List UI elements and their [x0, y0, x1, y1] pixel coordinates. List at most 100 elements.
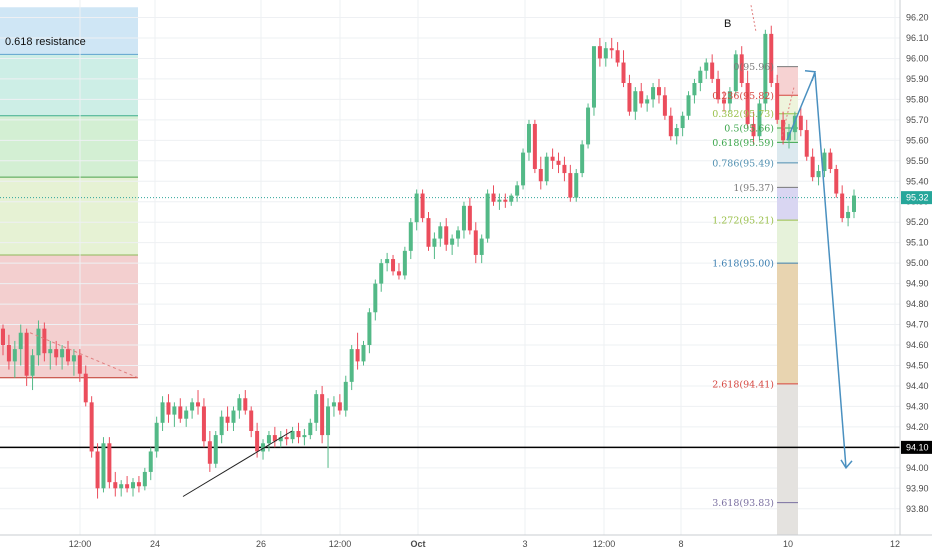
candle-body	[343, 381, 348, 411]
candle-body	[77, 355, 82, 374]
candle-body	[201, 406, 206, 442]
candle-body	[107, 443, 112, 483]
fib-zone	[777, 383, 798, 503]
time-tick-label: 12	[890, 539, 900, 549]
candle-body	[320, 394, 325, 436]
price-axis[interactable]: 96.20 96.10 96.00 95.90 95.80 95.70 95.60 95.50…	[899, 0, 932, 550]
candle-body	[733, 54, 738, 92]
grid	[0, 0, 900, 535]
candle-body	[591, 46, 596, 108]
candle-body	[331, 402, 336, 407]
price-tick-label: 96.10	[906, 33, 929, 43]
price-tick-label: 95.90	[906, 74, 929, 84]
candle-body	[83, 373, 88, 403]
price-tick-label: 94.60	[906, 340, 929, 350]
candle-body	[467, 205, 472, 231]
arrow-head-down	[840, 459, 853, 470]
fib-level-label: 1.272(95.21)	[712, 216, 774, 227]
candle-body	[237, 398, 242, 411]
candle-body	[574, 173, 579, 198]
time-tick-label: 24	[150, 539, 160, 549]
candle-body	[408, 222, 413, 251]
candle-body	[426, 218, 431, 247]
candle-body	[36, 328, 41, 356]
time-tick-label: 12:00	[69, 539, 92, 549]
candle-body	[633, 91, 638, 112]
candle-body	[609, 48, 614, 51]
fib-labels: 0(95.96) 0.236(95.82) 0.382(95.73) 0.5(95.6…	[712, 62, 774, 509]
price-tick-label: 93.80	[906, 504, 929, 514]
candle-body	[396, 271, 401, 276]
candle-body	[385, 259, 390, 264]
fib-level-label: 2.618(94.41)	[712, 379, 774, 390]
candle-body	[379, 263, 384, 284]
candle-body	[444, 226, 449, 245]
candle-body	[745, 83, 750, 124]
left-fib-zone	[0, 54, 138, 116]
candle-body	[373, 283, 378, 313]
candle-body	[172, 406, 177, 415]
time-tick-label: Oct	[410, 539, 425, 549]
candle-body	[18, 332, 23, 350]
price-tick-label: 94.30	[906, 401, 929, 411]
candle-body	[355, 349, 360, 362]
candle-body	[391, 259, 396, 272]
fib-zone	[777, 95, 798, 114]
candle-body	[521, 152, 526, 186]
time-tick-label: 8	[678, 539, 683, 549]
candle-body	[751, 123, 756, 137]
price-tick-label: 96.00	[906, 53, 929, 63]
price-tick-label: 94.80	[906, 299, 929, 309]
candle-body	[509, 195, 514, 202]
candle-body	[12, 349, 17, 362]
price-tick-label: 93.90	[906, 483, 929, 493]
candle-body	[656, 87, 661, 96]
fib-level-label: 0.5(95.66)	[724, 124, 774, 135]
candle-body	[810, 156, 815, 178]
candle-body	[562, 164, 567, 174]
candle-body	[414, 193, 419, 223]
candle-body	[243, 398, 248, 411]
time-tick-label: 12:00	[329, 539, 352, 549]
current-price-label: 95.32	[906, 193, 929, 203]
candle-body	[367, 312, 372, 346]
candle-body	[757, 103, 762, 137]
candle-body	[296, 430, 301, 438]
candle-body	[639, 91, 644, 104]
price-tick-label: 95.60	[906, 135, 929, 145]
price-axis-bg	[900, 0, 932, 550]
fib-level-label: 0.236(95.82)	[712, 91, 774, 102]
candle-body	[113, 482, 118, 489]
candle-body	[645, 99, 650, 104]
fib-level-label: 0.618(95.59)	[712, 138, 774, 149]
price-tick-label: 94.00	[906, 463, 929, 473]
price-tick-label: 95.00	[906, 258, 929, 268]
fib-level-label: 0(95.96)	[733, 62, 774, 73]
candle-body	[834, 168, 839, 194]
candle-body	[792, 115, 797, 133]
candle-body	[586, 107, 591, 145]
candle-body	[692, 83, 697, 96]
candle-body	[48, 349, 53, 354]
downtrend-line	[29, 332, 139, 379]
candle-body	[544, 156, 549, 182]
price-tick-label: 96.20	[906, 13, 929, 23]
fib-level-label: 3.618(93.83)	[712, 498, 774, 509]
candle-body	[361, 345, 366, 362]
price-tick-label: 95.70	[906, 115, 929, 125]
wave-b-line	[750, 5, 757, 32]
candle-body	[225, 416, 230, 423]
candle-body	[532, 123, 537, 169]
candle-body	[154, 422, 159, 452]
candle-body	[249, 410, 254, 431]
candle-body	[739, 54, 744, 84]
candle-body	[822, 152, 827, 172]
price-tick-label: 94.70	[906, 320, 929, 330]
candle-body	[450, 238, 455, 245]
fib-level-label: 0.382(95.73)	[712, 109, 774, 120]
candle-body	[763, 33, 768, 104]
time-axis[interactable]: 12:00 24 26 12:00 Oct 3 12:00 8 10 12	[0, 534, 932, 550]
fib-zone	[777, 263, 798, 384]
candles	[1, 25, 856, 499]
candle-body	[24, 332, 29, 376]
